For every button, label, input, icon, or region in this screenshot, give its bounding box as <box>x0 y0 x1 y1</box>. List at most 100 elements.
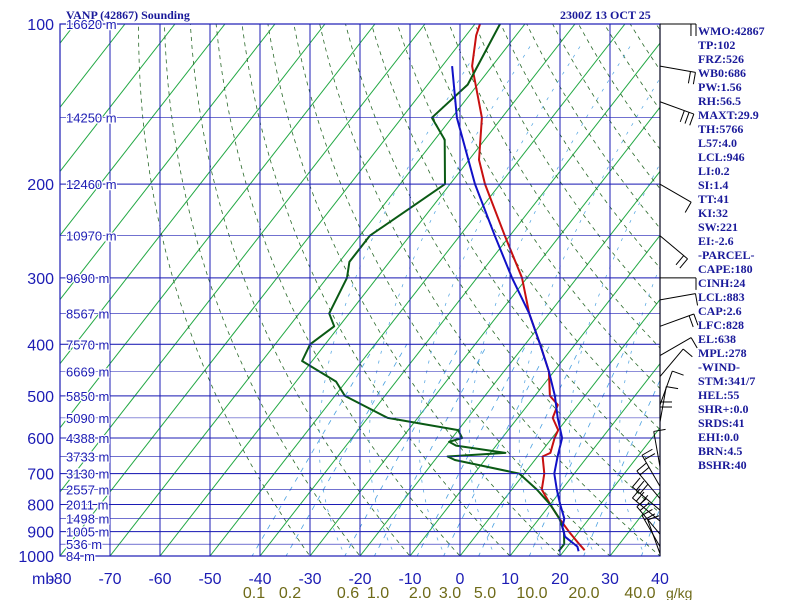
isotherm-line <box>559 426 660 556</box>
isotherm-line <box>60 24 226 237</box>
mixing-ratio-line <box>373 344 488 556</box>
index-item: MPL:278 <box>698 346 747 360</box>
height-label: 7570 m <box>66 337 109 352</box>
wind-barb <box>660 23 697 36</box>
index-item: FRZ:526 <box>698 52 744 66</box>
moist-adiabat <box>518 77 660 556</box>
isotherm-line <box>259 42 660 556</box>
temperature-tick-label: -80 <box>48 571 71 588</box>
moist-adiabat <box>318 45 481 556</box>
index-item: SI:1.4 <box>698 178 729 192</box>
height-label: 2557 m <box>66 483 109 498</box>
wind-barb <box>641 448 661 487</box>
index-item: SRDS:41 <box>698 416 745 430</box>
mixing-ratio-label: 20.0 <box>568 585 599 600</box>
index-item: HEL:55 <box>698 388 740 402</box>
height-label: 1498 m <box>66 511 109 526</box>
index-item: PW:1.56 <box>698 80 742 94</box>
height-label: 5090 m <box>66 411 109 426</box>
mixing-ratio-label: 5.0 <box>474 585 496 600</box>
isotherm-line <box>60 24 276 301</box>
mixing-ratio-line <box>251 344 376 556</box>
wind-barb <box>659 183 692 213</box>
wind-barb <box>659 348 693 377</box>
index-item: BRN:4.5 <box>698 444 743 458</box>
index-item: -PARCEL- <box>698 248 755 262</box>
height-label: 5850 m <box>66 389 109 404</box>
wind-barb <box>632 477 661 511</box>
isotherm-line <box>760 24 800 556</box>
mixing-ratio-label: 0.1 <box>243 585 265 600</box>
chart-title: VANP (42867) Sounding <box>66 8 190 22</box>
height-label: 14250 m <box>66 111 117 126</box>
pressure-tick-label: 200 <box>27 177 54 194</box>
index-item: LFC:828 <box>698 318 744 332</box>
height-label: 6669 m <box>66 365 109 380</box>
isotherm-line <box>459 298 660 556</box>
isotherm-line <box>60 24 376 429</box>
isotherm-line <box>109 24 526 556</box>
index-item: MAXT:29.9 <box>698 108 759 122</box>
isotherm-line <box>60 24 176 173</box>
index-item: LI:0.2 <box>698 164 730 178</box>
wind-barb <box>659 337 698 357</box>
wind-barb <box>641 508 661 547</box>
temperature-tick-label: -70 <box>98 571 121 588</box>
index-item: TT:41 <box>698 192 730 206</box>
index-item: CINH:24 <box>698 276 746 290</box>
temperature-tick-label: 20 <box>551 571 569 588</box>
pressure-tick-label: 700 <box>27 467 54 484</box>
index-item: LCL:946 <box>698 150 745 164</box>
temperature-tick-label: -10 <box>398 571 421 588</box>
mixing-ratio-label: 2.0 <box>409 585 431 600</box>
dry-adiabat <box>396 24 660 431</box>
height-label: 9690 m <box>66 271 109 286</box>
isotherm-line <box>159 24 576 556</box>
dry-adiabat <box>371 24 660 472</box>
mixing-ratio-label: 0.6 <box>337 585 359 600</box>
mixing-ratio-label: 3.0 <box>439 585 461 600</box>
mixing-ratio-unit: g/kg <box>666 585 692 600</box>
stability-indices-panel: WMO:42867 TP:102 FRZ:526 WB0:686 PW:1.56 RH:5… <box>698 24 765 472</box>
isotherm-line <box>60 24 326 365</box>
pressure-tick-label: 1000 <box>18 549 54 566</box>
wind-barb <box>653 428 666 467</box>
index-item: CAP:2.6 <box>698 304 742 318</box>
pressure-unit-label: mb <box>32 571 54 588</box>
chart-datetime: 2300Z 13 OCT 25 <box>560 8 651 22</box>
temperature-tick-label: 0 <box>456 571 465 588</box>
mixing-ratio-label: 0.2 <box>279 585 301 600</box>
index-item: TH:5766 <box>698 122 744 136</box>
index-item: STM:341/7 <box>698 374 756 388</box>
dry-adiabat <box>241 24 511 556</box>
dry-adiabat <box>138 24 311 556</box>
dry-adiabat <box>293 24 611 556</box>
height-label: 2011 m <box>66 497 108 512</box>
dry-adiabat <box>215 24 461 556</box>
index-item: CAPE:180 <box>698 262 753 276</box>
mixing-ratio-line <box>416 344 527 556</box>
moist-adiabat <box>368 45 531 556</box>
wind-barb <box>659 293 699 306</box>
temperature-tick-label: 30 <box>601 571 619 588</box>
mixing-ratio-label: 1.0 <box>367 585 389 600</box>
wind-barb <box>660 277 697 290</box>
isotherm-line <box>60 24 476 556</box>
isotherm-line <box>409 234 660 556</box>
index-item: EI:-2.6 <box>698 234 734 248</box>
index-item: -WIND- <box>698 360 740 374</box>
mixing-ratio-line <box>583 379 660 556</box>
index-item: TP:102 <box>698 38 736 52</box>
dry-adiabat <box>448 24 660 349</box>
height-label: 3733 m <box>66 449 109 464</box>
dry-adiabat <box>345 24 660 514</box>
mixing-ratio-label: 40.0 <box>624 585 655 600</box>
dewpoint-profile <box>301 24 566 552</box>
wind-barb <box>659 313 699 328</box>
temperature-tick-label: -40 <box>248 571 271 588</box>
plot-area <box>60 24 800 556</box>
moist-adiabat <box>568 163 660 556</box>
wind-barb <box>659 65 696 85</box>
wind-barb <box>636 462 661 499</box>
index-item: L57:4.0 <box>698 136 737 150</box>
